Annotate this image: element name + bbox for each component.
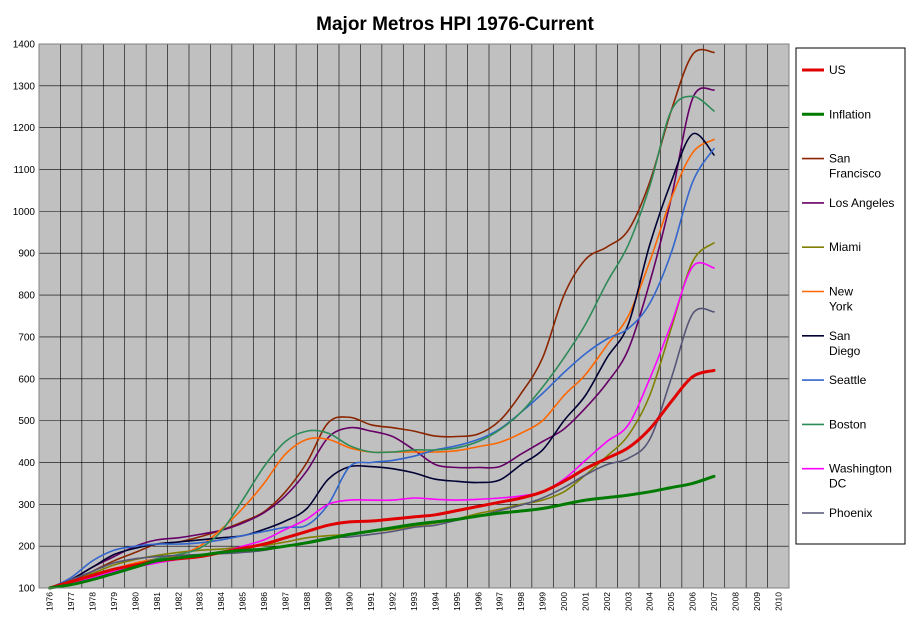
legend-label-inflation: Inflation — [829, 107, 871, 121]
plot-border — [38, 43, 790, 589]
x-tick-label: 1978 — [88, 592, 98, 611]
x-tick-label: 1977 — [66, 592, 76, 611]
legend-label-san-diego: San Diego — [829, 329, 861, 358]
x-tick-label: 1990 — [345, 592, 355, 611]
x-tick-label: 2006 — [688, 592, 698, 611]
x-tick-label: 2002 — [602, 592, 612, 611]
series-line-inflation — [48, 474, 716, 590]
x-tick-label: 1999 — [538, 592, 548, 611]
legend-label-us: US — [829, 63, 846, 77]
series-line-washington-dc — [48, 262, 715, 589]
x-tick-label: 1980 — [130, 592, 140, 611]
y-tick-label: 100 — [18, 584, 35, 595]
x-tick-label: 1982 — [173, 592, 183, 611]
legend-label-phoenix: Phoenix — [829, 506, 872, 520]
series-line-phoenix — [48, 307, 715, 589]
x-tick-label: 1998 — [516, 592, 526, 611]
x-tick-label: 2004 — [645, 592, 655, 611]
x-tick-label: 2001 — [580, 592, 590, 611]
y-axis-ticks: 100 200 300 400 500 600 700 800 900 1000 1100 1200 1… — [13, 40, 36, 595]
legend-label-los-angeles: Los Angeles — [829, 196, 894, 210]
x-tick-label: 1987 — [280, 592, 290, 611]
legend-label-boston: Boston — [829, 417, 866, 431]
series-line-boston — [48, 95, 715, 589]
x-tick-label: 1991 — [366, 592, 376, 611]
series-line-seattle — [48, 147, 715, 589]
x-tick-label: 2003 — [623, 592, 633, 611]
y-tick-label: 1300 — [13, 81, 36, 92]
legend-label-washington-dc: Washington DC — [829, 462, 892, 491]
y-tick-label: 1200 — [13, 123, 36, 134]
x-tick-label: 2008 — [730, 592, 740, 611]
legend-label-san-francisco: San Francisco — [829, 152, 881, 181]
x-tick-label: 1976 — [45, 592, 55, 611]
x-tick-label: 2000 — [559, 592, 569, 611]
series-layer — [48, 48, 716, 590]
x-tick-label: 2009 — [752, 592, 762, 611]
legend: US Inflation San Francisco Los Angeles Miami N… — [795, 47, 906, 545]
y-tick-label: 1400 — [13, 40, 36, 51]
legend-label-new-york: New York — [829, 285, 854, 314]
x-tick-label: 1979 — [109, 592, 119, 611]
x-tick-label: 1992 — [388, 592, 398, 611]
y-tick-label: 700 — [18, 332, 35, 343]
chart-title: Major Metros HPI 1976-Current — [316, 14, 594, 35]
x-tick-label: 1986 — [259, 592, 269, 611]
y-tick-label: 300 — [18, 500, 35, 511]
x-tick-label: 1983 — [195, 592, 205, 611]
y-tick-label: 400 — [18, 458, 35, 469]
y-tick-label: 1100 — [13, 165, 35, 176]
x-tick-label: 2005 — [666, 592, 676, 611]
y-tick-label: 200 — [18, 542, 35, 553]
plot-area — [39, 44, 789, 588]
legend-box — [795, 47, 906, 545]
x-tick-label: 1981 — [152, 592, 162, 611]
series-line-los-angeles — [48, 87, 715, 589]
x-axis-ticks: 1976 1977 1978 1979 1980 1981 1982 1983 1984 1985… — [45, 592, 784, 611]
x-tick-label: 1995 — [452, 592, 462, 611]
y-tick-label: 800 — [18, 291, 35, 302]
x-tick-label: 1997 — [495, 592, 505, 611]
x-tick-label: 1989 — [323, 592, 333, 611]
x-tick-label: 1994 — [430, 592, 440, 611]
legend-label-miami: Miami — [829, 240, 861, 254]
x-tick-label: 1985 — [238, 592, 248, 611]
legend-label-seattle: Seattle — [829, 373, 867, 387]
x-tick-label: 1988 — [302, 592, 312, 611]
x-tick-label: 1984 — [216, 592, 226, 611]
y-tick-label: 900 — [18, 249, 35, 260]
y-tick-label: 500 — [18, 416, 35, 427]
x-tick-label: 2007 — [709, 592, 719, 611]
x-tick-label: 1996 — [473, 592, 483, 611]
x-tick-label: 2010 — [773, 592, 783, 611]
x-tick-label: 1993 — [409, 592, 419, 611]
y-tick-label: 1000 — [13, 207, 36, 218]
y-tick-label: 600 — [18, 374, 35, 385]
